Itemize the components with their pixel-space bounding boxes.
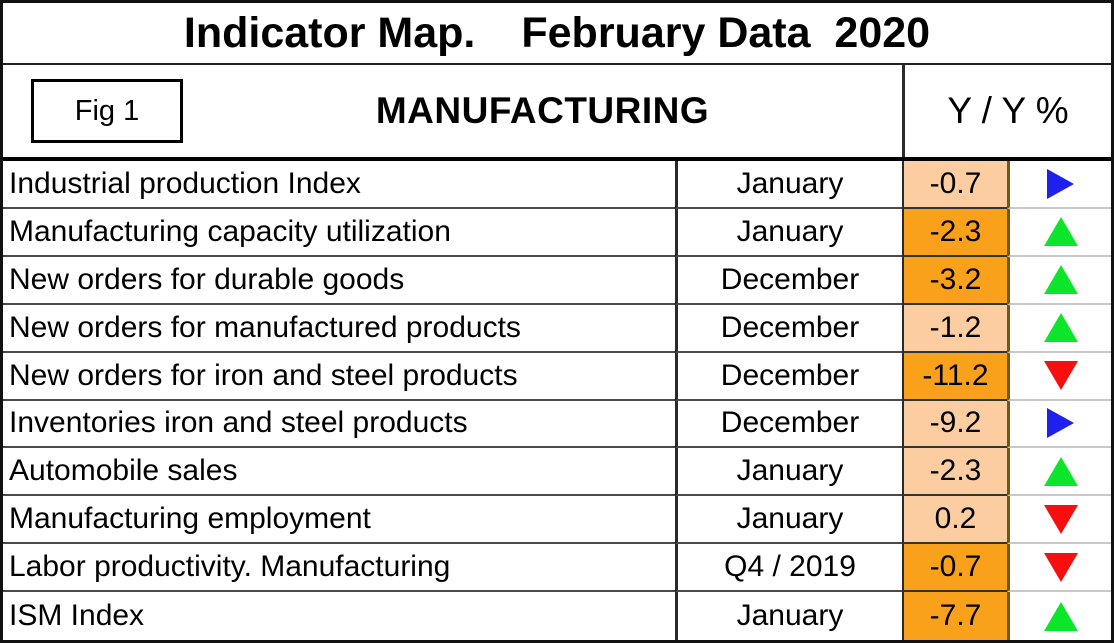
yoy-column-header: Y / Y %: [902, 65, 1111, 157]
indicator-label: ISM Index: [9, 599, 145, 633]
table-row: Manufacturing employment January 0.2: [3, 496, 1111, 545]
table-row: Industrial production Index January -0.7: [3, 161, 1111, 209]
value-cell: -1.2: [902, 304, 1007, 353]
table-header: Fig 1 MANUFACTURING Y / Y %: [3, 65, 1111, 161]
value-cell: -7.7: [902, 592, 1007, 640]
table-row: Automobile sales January -2.3: [3, 448, 1111, 497]
yoy-label: Y / Y %: [947, 90, 1069, 131]
table-row: Labor productivity. Manufacturing Q4 / 2…: [3, 544, 1111, 593]
table-row: New orders for iron and steel products D…: [3, 352, 1111, 401]
trend-arrow-cell: [1007, 208, 1111, 257]
indicator-label: New orders for durable goods: [3, 257, 675, 305]
trend-up-icon: [1043, 265, 1078, 295]
table-body: Industrial production Index January -0.7…: [3, 161, 1111, 640]
trend-arrow-cell: [1007, 592, 1111, 640]
table-row: Manufacturing capacity utilization Janua…: [3, 208, 1111, 257]
trend-up-icon: [1043, 313, 1078, 343]
value-cell: -3.2: [902, 256, 1007, 305]
value-cell: -2.3: [902, 448, 1007, 497]
table-row: New orders for durable goods December -3…: [3, 256, 1111, 305]
indicator-label: Labor productivity. Manufacturing: [3, 544, 675, 593]
trend-up-icon: [1043, 456, 1078, 486]
page-title: Indicator Map. February Data 2020: [3, 3, 1111, 65]
value-cell: -11.2: [902, 352, 1007, 401]
section-title: MANUFACTURING: [375, 90, 710, 131]
indicator-label: Manufacturing capacity utilization: [3, 209, 675, 257]
period-label: December: [675, 256, 902, 305]
title-right: February Data 2020: [521, 8, 931, 57]
period-label: December: [675, 304, 902, 353]
period-label: January: [675, 448, 902, 497]
value-cell: -9.2: [902, 400, 1007, 449]
trend-down-icon: [1043, 552, 1078, 582]
trend-down-icon: [1043, 361, 1078, 391]
trend-up-icon: [1043, 217, 1078, 247]
trend-arrow-cell: [1007, 304, 1111, 353]
table-row: Inventories iron and steel products Dece…: [3, 400, 1111, 449]
trend-arrow-cell: [1007, 496, 1111, 545]
trend-sideways-icon: [1047, 168, 1074, 199]
value-cell: -0.7: [902, 161, 1007, 209]
value-cell: -0.7: [902, 544, 1007, 593]
period-label: December: [675, 352, 902, 401]
trend-down-icon: [1043, 504, 1078, 534]
table-row: New orders for manufactured products Dec…: [3, 304, 1111, 353]
value-cell: -2.3: [902, 208, 1007, 257]
table-row: ISM Index January -7.7: [3, 592, 1111, 640]
trend-arrow-cell: [1007, 448, 1111, 497]
fig-label-box: Fig 1: [31, 79, 183, 143]
period-label: December: [675, 400, 902, 449]
indicator-label: Inventories iron and steel products: [3, 401, 675, 449]
indicator-label: Manufacturing employment: [3, 496, 675, 545]
period-label: January: [675, 208, 902, 257]
title-left: Indicator Map.: [183, 8, 476, 57]
trend-up-icon: [1043, 601, 1078, 631]
indicator-label: New orders for iron and steel products: [3, 353, 675, 401]
indicator-label: Automobile sales: [3, 448, 675, 497]
trend-arrow-cell: [1007, 400, 1111, 449]
period-label: January: [675, 496, 902, 545]
trend-arrow-cell: [1007, 256, 1111, 305]
value-cell: 0.2: [902, 496, 1007, 545]
trend-sideways-icon: [1047, 408, 1074, 439]
fig-label: Fig 1: [74, 94, 140, 127]
indicator-label: New orders for manufactured products: [3, 305, 675, 353]
trend-arrow-cell: [1007, 544, 1111, 593]
period-label: January: [675, 592, 902, 640]
period-label: January: [675, 161, 902, 209]
header-left: Fig 1 MANUFACTURING: [3, 65, 902, 157]
trend-arrow-cell: [1007, 161, 1111, 209]
indicator-label: Industrial production Index: [3, 161, 675, 209]
period-label: Q4 / 2019: [675, 544, 902, 593]
trend-arrow-cell: [1007, 352, 1111, 401]
